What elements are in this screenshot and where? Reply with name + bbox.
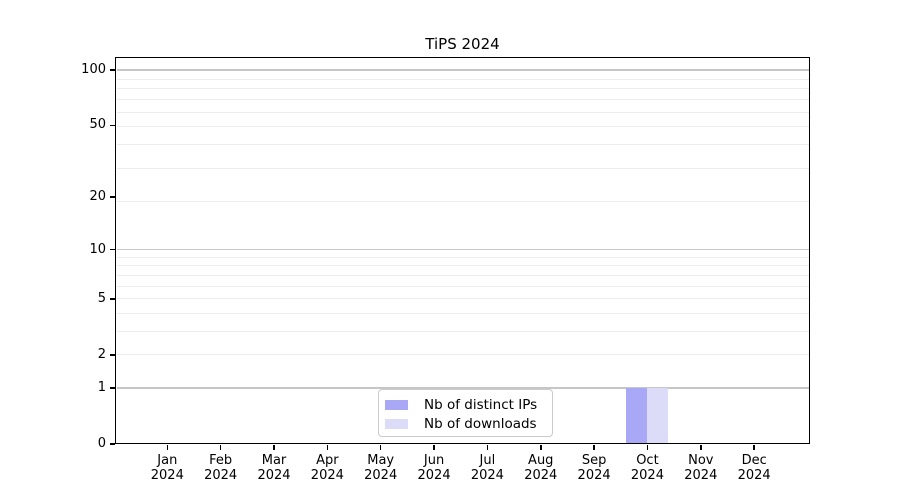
x-axis-tick-label: Sep 2024	[577, 453, 611, 483]
x-axis-tick	[540, 445, 542, 450]
y-gridline-major	[117, 248, 809, 251]
x-axis-tick-label: Oct 2024	[630, 453, 664, 483]
y-gridline-minor	[117, 313, 809, 315]
legend-label-distinct-ips: Nb of distinct IPs	[424, 396, 538, 413]
legend-swatch-distinct-ips	[385, 399, 408, 410]
x-axis-tick-label: Apr 2024	[310, 453, 344, 483]
y-axis-tick-label: 50	[89, 117, 106, 133]
x-axis-tick-label: Jun 2024	[417, 453, 451, 483]
x-axis-tick	[219, 445, 222, 450]
y-gridline-major	[117, 387, 809, 389]
x-axis-tick	[646, 445, 649, 450]
x-axis-tick	[166, 445, 169, 450]
x-axis-tick	[273, 445, 275, 450]
y-axis-tick-label: 1	[97, 379, 106, 395]
y-axis-tick-label: 100	[81, 61, 106, 77]
x-axis-tick	[700, 445, 702, 450]
legend-swatch-downloads	[385, 418, 408, 429]
y-axis-tick-label: 0	[97, 436, 106, 451]
y-axis-tick-label: 5	[97, 290, 106, 306]
x-axis-tick	[753, 445, 755, 450]
bar-nb-of-distinct-ips-oct	[626, 387, 648, 444]
legend-item-distinct-ips: Nb of distinct IPs	[385, 395, 544, 414]
y-gridline-major	[117, 69, 809, 71]
y-gridline-minor	[117, 354, 809, 356]
x-axis-tick-label: Aug 2024	[524, 453, 558, 483]
y-gridline-minor	[117, 274, 809, 276]
x-axis-tick-label: Dec 2024	[737, 453, 771, 483]
y-gridline-minor	[117, 265, 809, 267]
legend-label-downloads: Nb of downloads	[424, 415, 537, 432]
y-axis-tick-label: 20	[89, 189, 106, 205]
y-axis-tick	[110, 69, 115, 71]
y-gridline-minor	[117, 144, 809, 146]
x-axis-tick-label: May 2024	[364, 453, 398, 483]
y-gridline-minor	[117, 331, 809, 333]
y-gridline-minor	[117, 256, 809, 258]
bar-nb-of-downloads-oct	[647, 387, 669, 444]
x-axis-tick	[433, 445, 435, 450]
y-gridline-minor	[117, 200, 809, 202]
x-axis-tick-label: Feb 2024	[204, 453, 238, 483]
x-axis-tick	[593, 445, 595, 450]
y-gridline-minor	[117, 111, 809, 113]
x-axis-tick-label: Jul 2024	[470, 453, 504, 483]
x-axis-tick	[326, 445, 329, 450]
legend: Nb of distinct IPs Nb of downloads	[378, 389, 553, 437]
y-axis-tick-label: 2	[97, 346, 106, 362]
x-axis-tick	[486, 445, 489, 450]
y-axis-tick	[110, 443, 115, 445]
x-axis-tick-label: Jan 2024	[150, 453, 184, 483]
y-gridline-minor	[117, 167, 809, 169]
x-axis-tick-label: Nov 2024	[684, 453, 718, 483]
y-axis-tick	[110, 354, 115, 356]
y-gridline-minor	[117, 99, 809, 101]
y-gridline-minor	[117, 126, 809, 128]
y-axis-tick-label: 10	[89, 241, 106, 257]
y-axis-tick	[110, 298, 115, 300]
chart-title: TiPS 2024	[425, 35, 500, 53]
y-gridline-minor	[117, 285, 809, 287]
y-gridline-minor	[117, 298, 809, 300]
y-axis-tick	[110, 248, 115, 251]
y-gridline-minor	[117, 78, 809, 80]
legend-item-downloads: Nb of downloads	[385, 414, 544, 433]
y-axis-tick	[110, 196, 115, 198]
y-gridline-minor	[117, 88, 809, 90]
y-axis-tick	[110, 387, 115, 389]
y-axis-tick	[110, 124, 115, 127]
x-axis-tick-label: Mar 2024	[257, 453, 291, 483]
x-axis-tick	[379, 445, 382, 450]
